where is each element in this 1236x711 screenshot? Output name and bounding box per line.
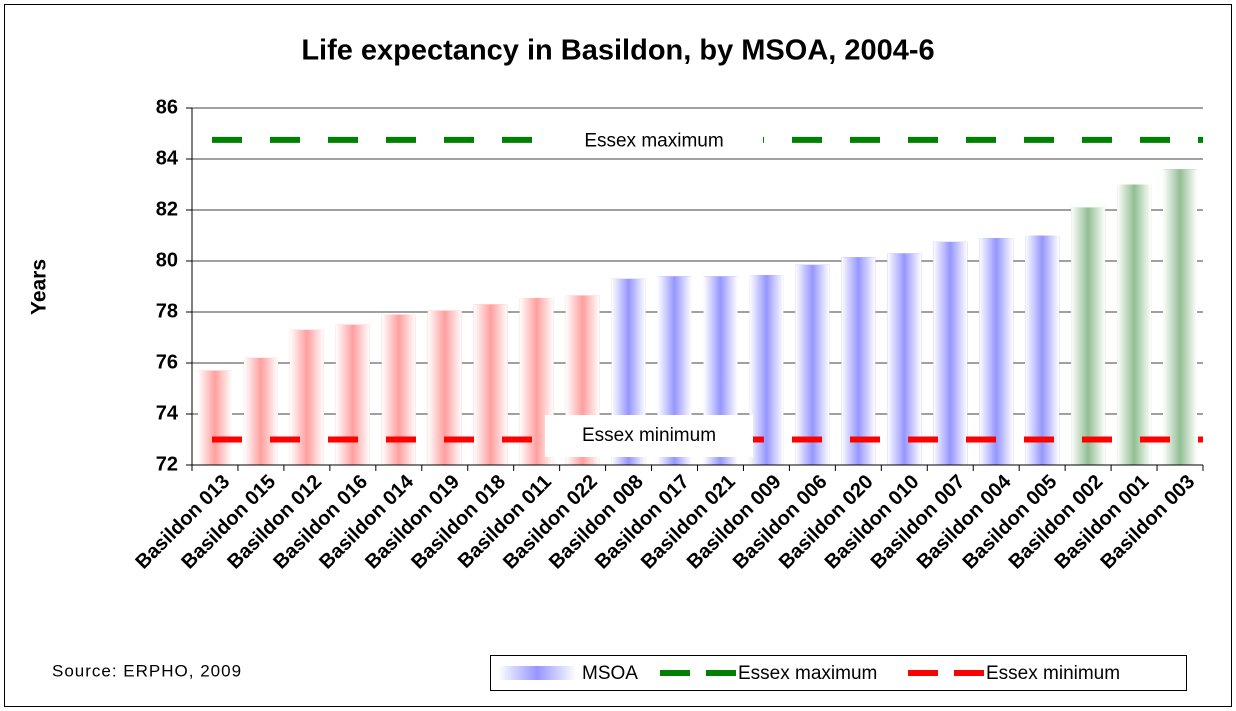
bar bbox=[1163, 169, 1198, 465]
reference-label-box bbox=[545, 415, 753, 457]
y-axis-label: Years bbox=[28, 259, 51, 315]
bar bbox=[1025, 235, 1060, 465]
bar bbox=[1117, 184, 1152, 465]
bar bbox=[335, 324, 370, 465]
bar bbox=[841, 257, 876, 465]
y-tick-label: 82 bbox=[156, 198, 178, 220]
y-tick-label: 72 bbox=[156, 453, 178, 475]
reference-label-box bbox=[545, 125, 763, 158]
y-tick-label: 80 bbox=[156, 249, 178, 271]
legend-swatch-shine bbox=[498, 666, 576, 680]
legend-label: Essex maximum bbox=[738, 663, 877, 684]
y-tick-label: 74 bbox=[156, 402, 179, 424]
bar bbox=[887, 253, 922, 465]
bar bbox=[933, 241, 968, 465]
y-tick-label: 76 bbox=[156, 351, 178, 373]
reference-label: Essex maximum bbox=[584, 131, 723, 152]
y-tick-label: 84 bbox=[156, 147, 179, 169]
bar bbox=[289, 329, 324, 465]
y-tick-label: 86 bbox=[156, 96, 178, 118]
reference-label: Essex minimum bbox=[582, 425, 716, 446]
legend-label: MSOA bbox=[582, 663, 638, 684]
bar bbox=[197, 370, 232, 465]
bar bbox=[243, 357, 278, 465]
legend-label: Essex minimum bbox=[986, 663, 1120, 684]
bar bbox=[795, 264, 830, 465]
bar bbox=[979, 238, 1014, 465]
chart-title: Life expectancy in Basildon, by MSOA, 20… bbox=[301, 35, 934, 67]
y-tick-label: 78 bbox=[156, 300, 178, 322]
bar bbox=[1071, 207, 1106, 465]
source-note: Source: ERPHO, 2009 bbox=[52, 661, 242, 680]
legend-box bbox=[490, 655, 1187, 691]
